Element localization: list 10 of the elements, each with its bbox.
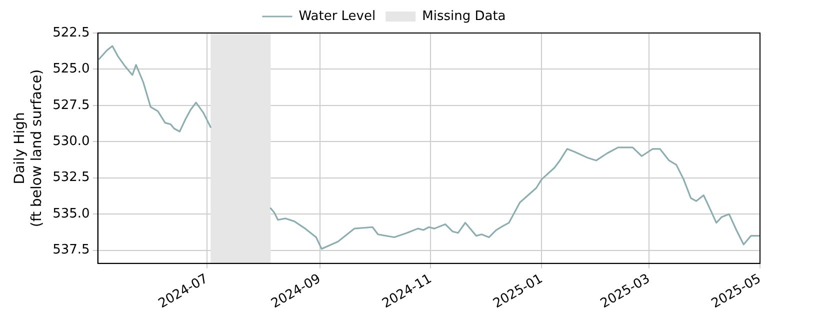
y-tick-label: 530.0	[52, 134, 90, 150]
y-tick-label: 525.0	[52, 62, 90, 77]
legend-label: Missing Data	[422, 8, 506, 24]
y-axis-title: Daily High (ft below land surface)	[12, 69, 45, 228]
y-tick-label: 527.5	[52, 98, 90, 113]
y-tick-label: 522.5	[52, 25, 90, 40]
y-tick-label: 535.0	[52, 206, 90, 222]
y-tick-label: 532.5	[52, 170, 90, 186]
legend-label: Water Level	[298, 8, 376, 24]
y-tick-label: 537.5	[52, 242, 90, 258]
